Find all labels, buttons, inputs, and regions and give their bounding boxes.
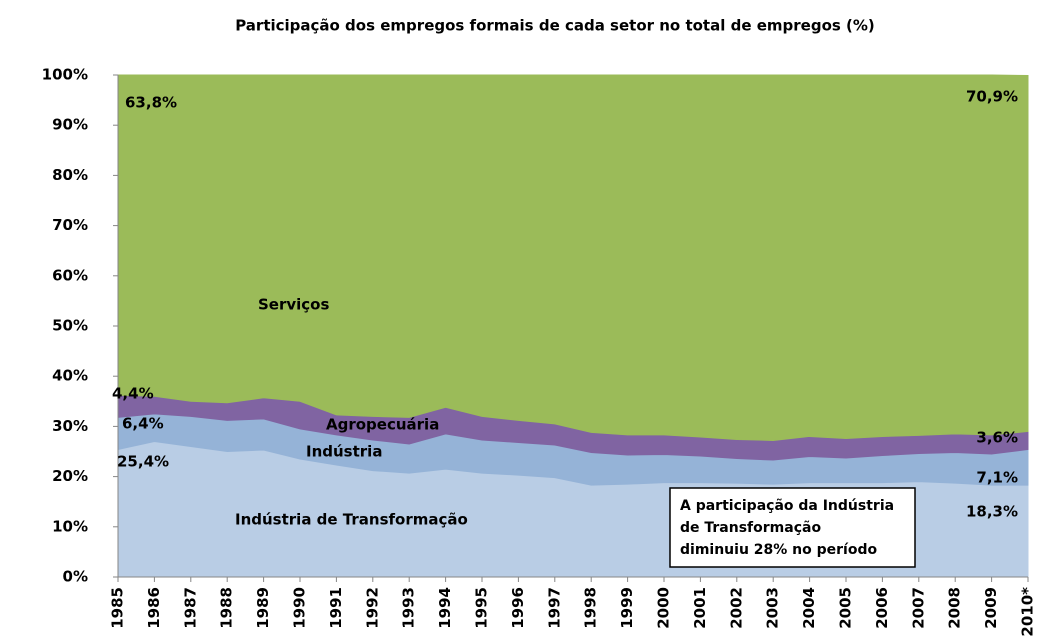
- x-tick-label: 1989: [254, 587, 272, 629]
- annotation-text: de Transformação: [680, 520, 821, 536]
- area: [117, 74, 1029, 441]
- x-tick-label: 1992: [363, 587, 381, 629]
- x-tick-label: 2004: [800, 587, 818, 629]
- x-tick-label: 2008: [946, 587, 964, 629]
- annotation-text: diminuiu 28% no período: [680, 542, 877, 558]
- y-tick-label: 60%: [52, 266, 88, 284]
- chart-title: Participação dos empregos formais de cad…: [235, 17, 875, 35]
- x-tick-label: 2009: [982, 587, 1000, 629]
- x-tick-label: 1998: [582, 587, 600, 629]
- annotation-box: [669, 487, 916, 568]
- annotation-text: A participação da Indústria: [680, 498, 894, 514]
- y-tick-label: 50%: [52, 317, 88, 335]
- y-tick-label: 0%: [63, 568, 88, 586]
- data-label: 25,4%: [117, 453, 169, 471]
- data-label: 63,8%: [125, 94, 177, 112]
- x-tick-label: 1995: [473, 587, 491, 629]
- series-label: Serviços: [258, 296, 329, 314]
- y-tick-label: 100%: [42, 66, 88, 84]
- data-label: 7,1%: [976, 469, 1018, 487]
- x-tick-label: 1997: [545, 587, 563, 629]
- data-label: 4,4%: [112, 385, 154, 403]
- y-tick-label: 20%: [52, 467, 88, 485]
- x-tick-label: 1993: [400, 587, 418, 629]
- x-tick-label: 1986: [145, 587, 163, 629]
- y-tick-label: 10%: [52, 517, 88, 535]
- x-tick-label: 1996: [509, 587, 527, 629]
- x-tick-label: 2005: [837, 587, 855, 629]
- y-tick-label: 70%: [52, 216, 88, 234]
- x-tick-label: 2007: [909, 587, 927, 629]
- x-tick-label: 2000: [655, 587, 673, 629]
- data-label: 70,9%: [966, 88, 1018, 106]
- x-tick-label: 1994: [436, 587, 454, 629]
- x-tick-label: 2002: [727, 587, 745, 629]
- x-tick-label: 1999: [618, 587, 636, 629]
- x-tick-label: 1988: [218, 587, 236, 629]
- x-tick-label: 2001: [691, 587, 709, 629]
- x-tick-label: 1990: [291, 587, 309, 629]
- series-label: Indústria: [306, 443, 382, 461]
- x-tick-label: 2010*: [1019, 587, 1037, 637]
- y-tick-label: 80%: [52, 166, 88, 184]
- x-tick-label: 1991: [327, 587, 345, 629]
- x-tick-label: 2003: [764, 587, 782, 629]
- series-label: Agropecuária: [326, 416, 439, 434]
- x-tick-label: 1987: [181, 587, 199, 629]
- x-tick-label: 2006: [873, 587, 891, 629]
- series-label: Indústria de Transformação: [235, 511, 468, 529]
- y-tick-label: 90%: [52, 116, 88, 134]
- data-label: 6,4%: [122, 415, 164, 433]
- y-tick-label: 30%: [52, 417, 88, 435]
- data-label: 18,3%: [966, 503, 1018, 521]
- x-tick-label: 1985: [109, 587, 127, 629]
- y-tick-label: 40%: [52, 367, 88, 385]
- data-label: 3,6%: [976, 429, 1018, 447]
